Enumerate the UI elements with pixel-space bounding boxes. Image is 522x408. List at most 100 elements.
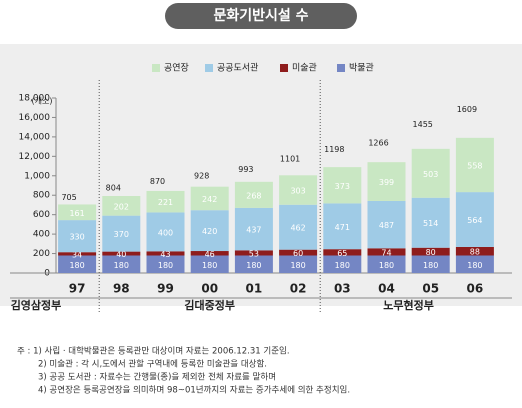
bar-segment <box>367 200 406 249</box>
bar-segment <box>146 212 185 252</box>
bar-segment <box>279 255 318 273</box>
bar-segment <box>279 249 318 256</box>
bar-segment <box>102 251 141 256</box>
value-label: 80 <box>426 248 436 257</box>
note: 주 : 1) 사립 · 대학박물관은 등록관만 대상이며 자료는 2006.12… <box>17 346 290 357</box>
value-label: 420 <box>202 227 217 236</box>
bar-segment <box>146 251 185 256</box>
value-label: 399 <box>379 178 394 187</box>
total-label: 1101 <box>280 154 300 163</box>
group-label: 김영삼정부 <box>11 298 62 312</box>
bar-segment <box>102 255 141 273</box>
value-label: 437 <box>246 226 261 235</box>
value-label: 503 <box>423 170 438 179</box>
value-label: 53 <box>249 249 259 258</box>
legend-label: 공공도서관 <box>217 63 258 74</box>
note: 2) 미술관 : 각 시,도에서 관할 구역내에 등록한 미술관을 대상함. <box>38 359 267 370</box>
value-label: 161 <box>69 209 84 218</box>
x-tick-label: 97 <box>69 282 86 296</box>
y-unit: (개소) <box>32 96 53 106</box>
bar-segment <box>411 255 450 273</box>
bar-segment <box>102 196 141 216</box>
bar-segment <box>455 246 494 256</box>
bar-segment <box>234 207 273 251</box>
value-label: 180 <box>379 261 394 270</box>
bar-segment <box>190 251 229 256</box>
bar-segment <box>411 148 450 198</box>
bar-segment <box>58 220 97 253</box>
value-label: 180 <box>335 261 350 270</box>
bar-segment <box>234 250 273 256</box>
chart-title: 문화기반시설 수 <box>213 7 308 24</box>
value-label: 43 <box>160 250 170 259</box>
bar-segment <box>367 248 406 256</box>
value-label: 40 <box>116 250 126 259</box>
total-label: 1455 <box>413 120 433 129</box>
value-label: 74 <box>381 248 391 257</box>
value-label: 180 <box>202 261 217 270</box>
total-label: 1198 <box>324 145 344 154</box>
total-label: 928 <box>194 171 209 180</box>
value-label: 180 <box>467 261 482 270</box>
bar-segment <box>102 215 141 252</box>
x-tick-label: 01 <box>246 282 263 296</box>
total-label: 870 <box>150 177 165 186</box>
y-tick-label: 200 <box>33 249 50 259</box>
value-label: 46 <box>205 250 215 259</box>
legend-swatch <box>152 64 160 72</box>
bar-segment <box>146 255 185 273</box>
bar-segment <box>323 249 362 256</box>
bar-segment <box>367 255 406 273</box>
y-tick-label: 16,000 <box>19 113 51 123</box>
x-tick-label: 00 <box>201 282 218 296</box>
value-label: 242 <box>202 195 217 204</box>
bar-segment <box>279 204 318 250</box>
value-label: 514 <box>423 219 438 228</box>
bar-segment <box>455 137 494 193</box>
value-label: 221 <box>158 198 173 207</box>
bar-segment <box>58 255 97 273</box>
bar-segment <box>234 181 273 208</box>
total-label: 1266 <box>368 138 388 147</box>
bar-segment <box>58 252 97 256</box>
bar-segment <box>190 255 229 273</box>
y-tick-label: 14,000 <box>19 132 51 142</box>
bar-segment <box>279 175 318 205</box>
x-tick-label: 99 <box>157 282 174 296</box>
legend-label: 미술관 <box>292 63 317 74</box>
value-label: 180 <box>290 261 305 270</box>
x-tick-label: 04 <box>378 282 395 296</box>
legend-swatch <box>337 64 345 72</box>
bar-segment <box>323 203 362 250</box>
value-label: 180 <box>114 261 129 270</box>
x-tick-label: 02 <box>290 282 307 296</box>
bar-segment <box>234 255 273 273</box>
y-tick-label: 18,000 <box>19 94 51 104</box>
y-tick-label: 800 <box>33 191 50 201</box>
value-label: 34 <box>72 250 82 259</box>
value-label: 180 <box>158 261 173 270</box>
y-tick-label: 1,000 <box>24 171 50 181</box>
value-label: 558 <box>467 161 482 170</box>
legend-label: 박물관 <box>349 63 374 74</box>
total-label: 993 <box>238 165 253 174</box>
legend-label: 공연장 <box>164 63 189 74</box>
note: 4) 공연장은 등록공연장을 의미하며 98~01년까지의 자료는 증가추세에 … <box>38 385 350 396</box>
value-label: 370 <box>114 230 129 239</box>
bar-segment <box>455 192 494 247</box>
total-label: 804 <box>106 183 121 192</box>
total-label: 705 <box>61 193 76 202</box>
y-tick-label: 600 <box>33 210 50 220</box>
value-label: 462 <box>290 224 305 233</box>
bar-segment <box>190 186 229 211</box>
y-tick-label: 12,000 <box>19 152 51 162</box>
value-label: 268 <box>246 191 261 200</box>
value-label: 564 <box>467 216 482 225</box>
group-label: 노무현정부 <box>383 298 434 312</box>
value-label: 373 <box>335 182 350 191</box>
value-label: 303 <box>290 187 305 196</box>
bar-segment <box>411 247 450 256</box>
bar-segment <box>455 255 494 273</box>
value-label: 88 <box>470 248 480 257</box>
